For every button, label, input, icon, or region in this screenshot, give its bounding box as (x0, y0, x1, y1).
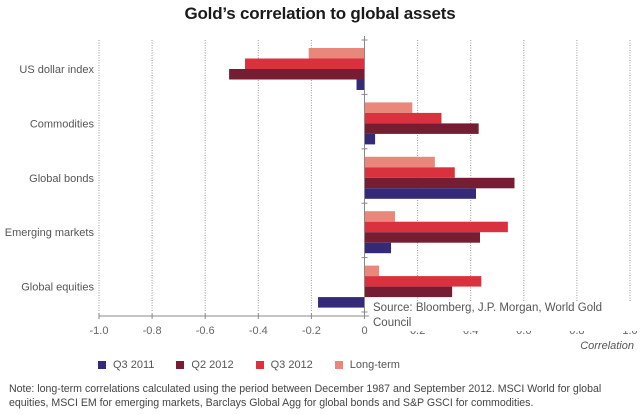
bar-q3-2011-global-equities (318, 297, 365, 308)
bar-q3-2012-emerging-markets (364, 221, 508, 233)
x-tick-label: -0.6 (196, 325, 215, 337)
bar-q2-2012-us-dollar-index (229, 69, 365, 80)
legend-swatch (98, 361, 106, 369)
bar-q3-2012-commodities (364, 112, 442, 124)
x-tick-label: -0.8 (143, 325, 162, 337)
legend-item: Q3 2011 (98, 359, 154, 371)
x-axis-label: Correlation (580, 340, 634, 352)
bar-layer (229, 48, 515, 308)
x-tick-label: -0.2 (302, 325, 321, 337)
legend-label: Q3 2012 (270, 359, 313, 371)
x-tick-label: -0.4 (249, 325, 268, 337)
legend-item: Long-term (334, 359, 400, 371)
bar-long-term-emerging-markets (364, 211, 396, 222)
legend-item: Q2 2012 (176, 359, 234, 371)
x-tick-label: -1.0 (90, 325, 109, 337)
bar-long-term-global-equities (364, 265, 380, 277)
footnote: Note: long-term correlations calculated … (9, 383, 602, 409)
bar-q3-2011-us-dollar-index (356, 79, 365, 90)
category-label: US dollar index (19, 64, 94, 76)
legend-swatch (255, 361, 264, 369)
bar-q2-2012-commodities (364, 123, 479, 134)
source-note: Source: Bloomberg, J.P. Morgan, World Go… (369, 301, 640, 331)
legend: Q3 2011 Q2 2012 Q3 2012 Long-term (98, 359, 400, 371)
legend-label: Q2 2012 (191, 359, 234, 371)
x-tick-label: 0 (361, 325, 367, 337)
bar-q2-2012-emerging-markets (364, 232, 480, 243)
category-label: Emerging markets (5, 227, 95, 239)
legend-swatch (176, 361, 185, 369)
legend-swatch (334, 361, 343, 369)
bar-q3-2011-commodities (364, 133, 376, 145)
bar-long-term-commodities (364, 102, 413, 113)
chart-title: Gold’s correlation to global assets (184, 4, 456, 23)
legend-item: Q3 2012 (255, 359, 313, 371)
legend-label: Q3 2011 (113, 359, 155, 371)
bar-q3-2012-global-equities (364, 276, 482, 287)
bar-q3-2012-us-dollar-index (245, 58, 365, 69)
bar-q3-2011-emerging-markets (364, 242, 392, 254)
bar-q2-2012-global-equities (364, 286, 453, 298)
axis-layer (98, 36, 631, 319)
bar-q3-2012-global-bonds (364, 167, 455, 178)
category-label: Global bonds (29, 173, 94, 185)
bar-long-term-us-dollar-index (308, 48, 365, 59)
category-label: Global equities (21, 282, 94, 294)
legend-label: Long-term (349, 359, 400, 371)
bar-q3-2011-global-bonds (364, 188, 477, 199)
category-label: Commodities (30, 118, 95, 130)
bar-q2-2012-global-bonds (364, 177, 515, 189)
bar-long-term-global-bonds (364, 156, 435, 168)
